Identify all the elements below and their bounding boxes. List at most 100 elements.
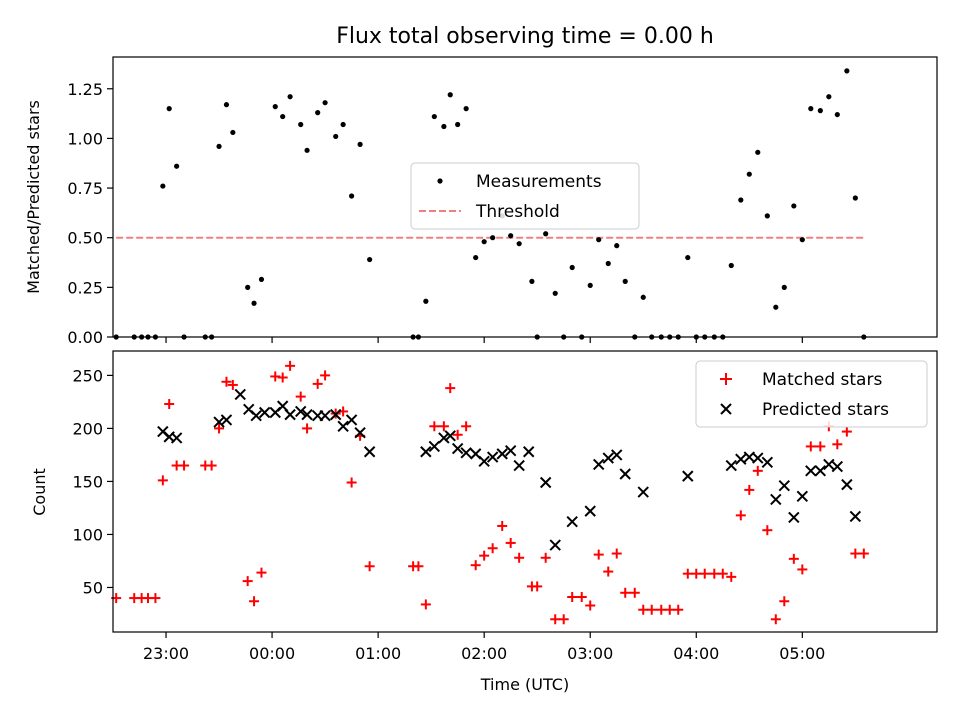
matched-star-point xyxy=(487,543,498,554)
measurement-point xyxy=(529,278,535,284)
measurement-point xyxy=(552,290,558,296)
matched-star-point xyxy=(638,604,649,615)
predicted-star-point xyxy=(294,405,307,418)
measurement-point xyxy=(808,106,814,112)
predicted-star-point xyxy=(337,420,349,432)
predicted-star-point xyxy=(735,453,747,465)
predicted-star-point xyxy=(592,458,605,471)
matched-star-point xyxy=(585,600,596,611)
legend-matched-label: Matched stars xyxy=(762,370,882,390)
measurement-point xyxy=(508,233,514,239)
matched-star-point xyxy=(346,477,357,488)
predicted-star-point xyxy=(234,388,246,401)
measurement-point xyxy=(738,197,744,203)
predicted-star-point xyxy=(539,476,552,489)
matched-star-point xyxy=(249,596,260,607)
matched-star-point xyxy=(532,581,543,592)
matched-star-point xyxy=(620,587,631,598)
ratio-y-tick-label: 0.75 xyxy=(67,179,103,198)
predicted-star-point xyxy=(451,442,464,455)
measurement-point xyxy=(791,203,797,209)
matched-star-point xyxy=(656,604,667,615)
predicted-star-point xyxy=(345,414,358,426)
measurement-point xyxy=(746,171,752,177)
measurement-point xyxy=(799,237,805,243)
matched-star-point xyxy=(206,460,217,471)
matched-star-point xyxy=(270,371,281,382)
predicted-star-point xyxy=(420,446,432,458)
measurement-point xyxy=(367,256,373,263)
measurement-point xyxy=(781,284,787,290)
matched-star-point xyxy=(735,510,746,521)
x-tick-label: 01:00 xyxy=(355,644,401,663)
count-legend: Matched stars Predicted stars xyxy=(695,360,928,428)
matched-star-point xyxy=(505,537,516,548)
measurement-point xyxy=(258,276,265,283)
predicted-star-point xyxy=(460,447,472,459)
measurement-point xyxy=(844,68,850,74)
x-axis-label: Time (UTC) xyxy=(480,675,569,694)
matched-star-point xyxy=(832,439,843,450)
matched-star-point xyxy=(805,441,816,452)
predicted-star-point xyxy=(250,409,262,422)
predicted-star-point xyxy=(566,516,578,528)
measurement-point xyxy=(287,94,293,100)
predicted-star-point xyxy=(788,511,800,524)
matched-star-point xyxy=(717,568,728,579)
ratio-y-tick-label: 0.00 xyxy=(67,328,103,347)
matched-star-point xyxy=(302,423,313,434)
predicted-star-point xyxy=(770,493,782,506)
matched-star-point xyxy=(452,429,463,440)
ratio-legend: Measurements Threshold xyxy=(410,162,640,230)
predicted-star-point xyxy=(428,440,441,453)
matched-star-point xyxy=(221,376,232,387)
matched-star-point xyxy=(429,421,440,432)
matched-star-point xyxy=(157,475,168,486)
matched-star-point xyxy=(227,379,238,390)
measurement-point xyxy=(596,237,602,243)
matched-star-point xyxy=(664,604,675,615)
matched-star-point xyxy=(413,561,424,572)
predicted-star-point xyxy=(619,468,631,480)
measurement-point xyxy=(622,278,628,284)
predicted-star-point xyxy=(478,455,490,467)
predicted-star-point xyxy=(805,465,817,477)
x-tick-label: 04:00 xyxy=(673,644,719,663)
matched-star-point xyxy=(461,421,472,432)
matched-star-point xyxy=(673,604,684,615)
measurement-point xyxy=(685,254,691,261)
measurement-point xyxy=(357,141,363,147)
legend-predicted-label: Predicted stars xyxy=(762,400,889,420)
measurement-point xyxy=(322,100,328,106)
measurement-point xyxy=(455,121,461,128)
matched-star-point xyxy=(558,614,569,625)
ratio-y-axis-label: Matched/Predicted stars xyxy=(24,100,43,294)
measurement-point xyxy=(349,193,355,199)
measurement-point xyxy=(516,241,522,247)
matched-star-point xyxy=(470,560,481,571)
matched-star-point xyxy=(629,587,640,598)
matched-star-point xyxy=(277,372,288,383)
matched-star-point xyxy=(540,552,551,563)
measurement-point xyxy=(473,254,479,261)
measurement-point xyxy=(333,133,339,140)
measurement-point xyxy=(463,106,469,112)
matched-star-point xyxy=(285,360,296,371)
matched-star-point xyxy=(420,599,431,610)
count-panel-frame xyxy=(112,350,938,633)
ratio-panel: 0.00 0.25 0.50 0.75 1.00 1.25 Matched/Predict… xyxy=(24,56,938,347)
matched-star-point xyxy=(691,568,702,579)
predicted-star-point xyxy=(523,446,535,458)
ratio-panel-frame xyxy=(112,56,938,338)
measurement-point xyxy=(160,183,166,189)
matched-star-point xyxy=(850,548,861,559)
predicted-star-point xyxy=(549,539,561,551)
matched-star-point xyxy=(150,593,161,604)
count-y-tick-label: 150 xyxy=(72,472,103,491)
measurement-point xyxy=(230,129,236,136)
matched-star-point xyxy=(779,596,790,607)
x-tick-label: 03:00 xyxy=(567,644,613,663)
count-panel: 50 100 150 200 250 23:00 00:00 01:00 02:00 03:00… xyxy=(30,350,938,694)
predicted-star-point xyxy=(725,459,737,472)
